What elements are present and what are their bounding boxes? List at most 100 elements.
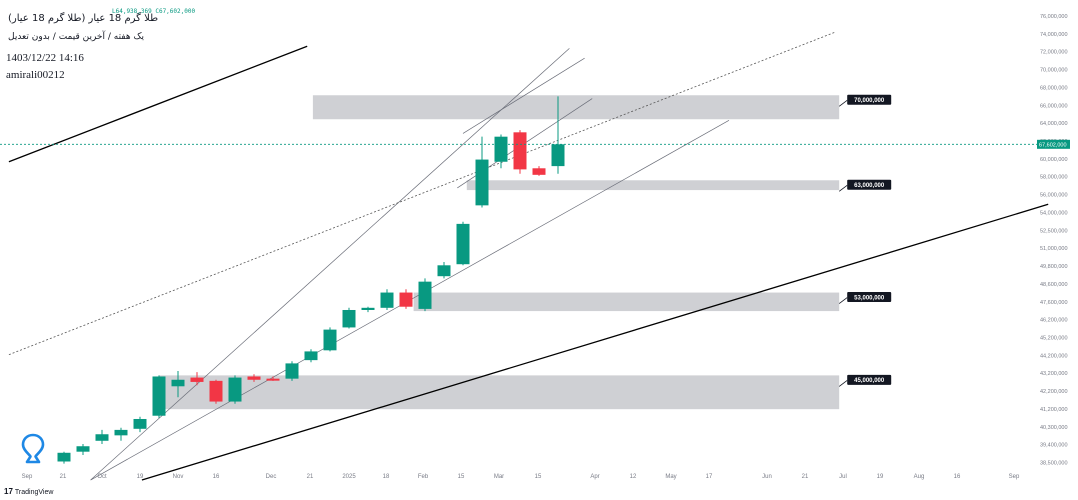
y-tick-label: 51,000,000 — [1040, 246, 1068, 252]
candle-body-14 — [323, 329, 337, 351]
x-tick-label: Jun — [762, 474, 772, 480]
x-tick-label: May — [665, 474, 676, 480]
y-tick-label: 43,200,000 — [1040, 371, 1068, 377]
candle-21[interactable] — [456, 221, 470, 266]
candle-14[interactable] — [323, 327, 337, 352]
candle-body-22 — [475, 159, 489, 206]
candle-25[interactable] — [532, 166, 546, 176]
x-axis[interactable]: Sep 21 Oct 19 Nov 16 Dec 21 2025 18 Feb 15 Mar 15 Apr 1… — [22, 474, 1020, 480]
candle-body-5 — [152, 376, 166, 416]
y-tick-label: 45,200,000 — [1040, 335, 1068, 341]
y-tick-label: 48,600,000 — [1040, 282, 1068, 288]
zone-label-3[interactable]: 45,000,000 — [838, 374, 892, 387]
zone-label-1[interactable]: 63,000,000 — [838, 179, 892, 192]
y-tick-label: 41,200,000 — [1040, 407, 1068, 413]
x-tick-label: 12 — [630, 474, 637, 480]
zone-label-pointer-0 — [838, 99, 848, 107]
x-tick-label: 2025 — [342, 474, 356, 480]
y-tick-label: 52,500,000 — [1040, 228, 1068, 234]
date-time-stamp: 1403/12/22 14:16 — [6, 52, 84, 64]
zone-label-box-3 — [847, 374, 892, 385]
candle-body-18 — [399, 292, 413, 307]
trendline-2[interactable] — [90, 48, 570, 481]
candle-17[interactable] — [380, 289, 394, 310]
x-tick-label: 16 — [954, 474, 961, 480]
candle-2[interactable] — [95, 429, 109, 445]
candle-body-1 — [76, 446, 90, 452]
x-tick-label: 21 — [802, 474, 809, 480]
author-name: amirali00212 — [6, 69, 65, 81]
x-tick-label: Jul — [839, 474, 847, 480]
tradingview-logo-icon[interactable]: 17 TradingView — [4, 487, 53, 496]
zone-box-2[interactable] — [413, 292, 840, 312]
trendline-1[interactable] — [141, 203, 1049, 481]
map-pin-icon[interactable] — [20, 433, 46, 467]
zone-label-box-0 — [847, 94, 892, 105]
candle-body-8 — [209, 380, 223, 402]
candle-7[interactable] — [190, 372, 204, 386]
zone-label-text-0: 70,000,000 — [854, 98, 885, 104]
zone-label-0[interactable]: 70,000,000 — [838, 94, 892, 107]
last-price-tag[interactable]: 67,602,000 — [1037, 139, 1070, 149]
x-tick-label: 15 — [535, 474, 542, 480]
zone-box-3[interactable] — [159, 375, 840, 410]
candle-0[interactable] — [57, 451, 71, 464]
y-tick-label: 66,000,000 — [1040, 103, 1068, 109]
candle-body-2 — [95, 434, 109, 441]
x-tick-label: 21 — [60, 474, 67, 480]
ohlc-values: L64,938,369 C67,602,000 — [112, 8, 196, 15]
candle-13[interactable] — [304, 349, 318, 363]
candle-4[interactable] — [133, 416, 147, 433]
candle-20[interactable] — [437, 262, 451, 279]
x-tick-label: Sep — [22, 474, 33, 480]
zone-labels-layer: 70,000,000 63,000,000 53,000,000 45,000,000 — [838, 94, 892, 387]
candle-body-6 — [171, 379, 185, 387]
y-tick-label: 40,300,000 — [1040, 425, 1068, 431]
candle-1[interactable] — [76, 444, 90, 455]
candle-16[interactable] — [361, 306, 375, 313]
zone-box-0[interactable] — [312, 95, 840, 120]
candle-11[interactable] — [266, 376, 280, 381]
zone-label-text-2: 53,000,000 — [854, 295, 885, 301]
candle-body-25 — [532, 168, 546, 175]
y-tick-label: 72,000,000 — [1040, 50, 1068, 56]
y-axis[interactable]: 76,000,000 74,000,000 72,000,000 70,000,000… — [1037, 0, 1070, 500]
candle-12[interactable] — [285, 361, 299, 381]
zone-label-2[interactable]: 53,000,000 — [838, 292, 892, 304]
candle-body-16 — [361, 307, 375, 310]
candle-22[interactable] — [475, 136, 489, 208]
candle-5[interactable] — [152, 375, 166, 418]
candle-15[interactable] — [342, 307, 356, 329]
candle-8[interactable] — [209, 379, 223, 404]
y-tick-label: 38,500,000 — [1040, 461, 1068, 467]
candle-23[interactable] — [494, 134, 508, 169]
candles-layer — [57, 96, 565, 464]
y-tick-label: 47,600,000 — [1040, 300, 1068, 306]
x-tick-label: Feb — [418, 474, 429, 480]
candle-body-23 — [494, 136, 508, 162]
candle-19[interactable] — [418, 278, 432, 312]
candle-9[interactable] — [228, 375, 242, 404]
trendline-0[interactable] — [8, 45, 308, 163]
y-tick-label: 70,000,000 — [1040, 68, 1068, 74]
candle-26[interactable] — [551, 96, 565, 174]
candle-body-17 — [380, 292, 394, 308]
trendline-3[interactable] — [462, 57, 585, 134]
x-tick-label: Oct — [97, 474, 107, 480]
y-tick-label: 58,000,000 — [1040, 175, 1068, 181]
candle-body-20 — [437, 265, 451, 277]
candle-6[interactable] — [171, 371, 185, 398]
zone-box-1[interactable] — [466, 180, 840, 191]
zone-label-pointer-1 — [838, 184, 848, 192]
candle-body-0 — [57, 452, 71, 462]
y-tick-label: 54,000,000 — [1040, 210, 1068, 216]
x-tick-label: Aug — [914, 474, 925, 480]
candle-18[interactable] — [399, 289, 413, 309]
x-tick-label: Apr — [590, 474, 599, 480]
candle-3[interactable] — [114, 427, 128, 441]
zone-label-pointer-2 — [838, 297, 848, 304]
candle-24[interactable] — [513, 130, 527, 174]
candle-10[interactable] — [247, 374, 261, 382]
y-tick-label: 44,200,000 — [1040, 353, 1068, 359]
